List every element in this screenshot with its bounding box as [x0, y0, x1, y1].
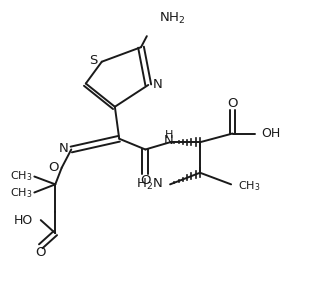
Text: CH$_3$: CH$_3$: [10, 169, 33, 182]
Text: CH$_3$: CH$_3$: [10, 187, 33, 200]
Text: O: O: [227, 97, 238, 110]
Text: OH: OH: [261, 127, 280, 140]
Text: CH$_3$: CH$_3$: [238, 179, 261, 193]
Text: HO: HO: [14, 214, 33, 227]
Text: O: O: [140, 174, 151, 187]
Text: N: N: [59, 142, 69, 155]
Text: O: O: [48, 161, 59, 174]
Text: NH$_2$: NH$_2$: [159, 11, 186, 26]
Text: S: S: [89, 54, 98, 67]
Text: N: N: [153, 78, 162, 91]
Text: H: H: [165, 130, 173, 140]
Text: N: N: [164, 134, 174, 147]
Text: O: O: [35, 246, 46, 259]
Text: H$_2$N: H$_2$N: [136, 178, 163, 192]
